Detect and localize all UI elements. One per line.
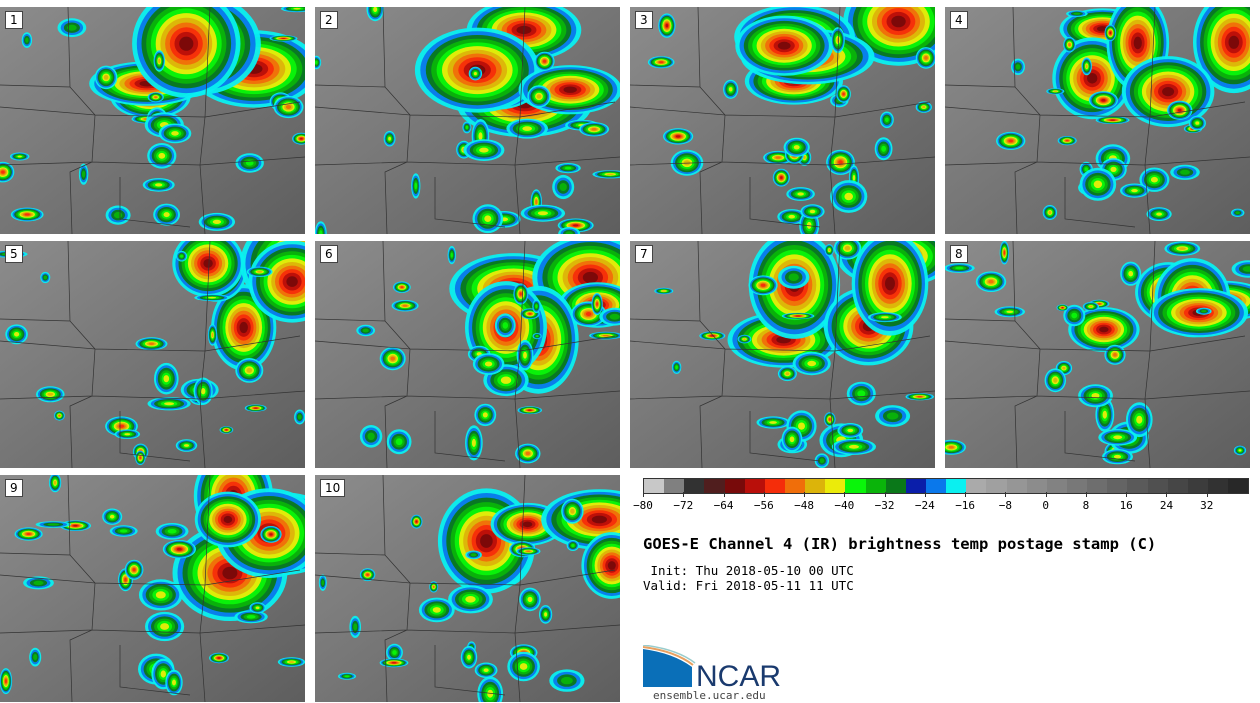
colorbar-segment	[905, 479, 926, 493]
colorbar-tick-label: 16	[1119, 499, 1133, 512]
colorbar-tick-label: −16	[955, 499, 976, 512]
colorbar-tick-label: 24	[1159, 499, 1174, 512]
colorbar-tick-label: −48	[794, 499, 814, 512]
colorbar-tick	[965, 492, 967, 497]
panel-number: 7	[635, 245, 653, 263]
colorbar-tick	[804, 492, 806, 497]
panel-number: 2	[320, 11, 338, 29]
panel-number: 8	[950, 245, 968, 263]
colorbar-tick-label: −72	[673, 499, 694, 512]
colorbar-tick	[924, 492, 926, 497]
ensemble-member-panel: 10	[315, 475, 620, 702]
colorbar-segment	[684, 479, 705, 493]
colorbar-segment	[1026, 479, 1047, 493]
colorbar-tick	[1166, 492, 1168, 497]
panel-number: 9	[5, 479, 23, 497]
colorbar-segment	[925, 479, 947, 493]
ensemble-member-panel: 7	[630, 241, 935, 468]
colorbar-segment	[966, 479, 987, 493]
valid-time: Valid: Fri 2018-05-11 11 UTC	[643, 578, 854, 593]
colorbar-segment	[1066, 479, 1088, 493]
colorbar-tick	[884, 492, 886, 497]
colorbar-segment	[1147, 479, 1168, 493]
colorbar-segment	[764, 479, 785, 493]
colorbar-segment	[885, 479, 906, 493]
colorbar-segment	[1207, 479, 1229, 493]
colorbar-tick-label: 32	[1200, 499, 1214, 512]
ensemble-member-panel: 6	[315, 241, 620, 468]
colorbar-tick	[763, 492, 765, 497]
colorbar-segment	[644, 479, 665, 493]
colorbar-tick-label: −56	[753, 499, 774, 512]
colorbar-tick	[723, 492, 725, 497]
colorbar-ticks: −80 −72 −64 −56 −48 −40 −32 −24 −16 −8 0 8 16 24 32	[633, 492, 1247, 516]
colorbar-segment	[1006, 479, 1027, 493]
panel-number: 10	[320, 479, 346, 497]
colorbar-tick	[1005, 492, 1007, 497]
colorbar-tick	[683, 492, 685, 497]
colorbar-segment	[1167, 479, 1188, 493]
panel-number: 5	[5, 245, 23, 263]
colorbar-tick-label: −40	[834, 499, 855, 512]
colorbar-tick-label: 0	[1042, 499, 1049, 512]
ncar-logo: NCAR	[642, 644, 803, 693]
ensemble-member-panel: 9	[0, 475, 305, 702]
ensemble-member-panel: 3	[630, 7, 935, 234]
ensemble-member-panel: 4	[945, 7, 1250, 234]
logo-text: NCAR	[696, 660, 781, 690]
colorbar-tick-label: −80	[633, 499, 653, 512]
colorbar-tick	[643, 492, 644, 497]
colorbar-segment	[1228, 479, 1249, 493]
colorbar-segment	[704, 479, 725, 493]
colorbar-segment	[1087, 479, 1108, 493]
panel-number: 1	[5, 11, 23, 29]
colorbar-tick	[1206, 492, 1208, 497]
colorbar-tick	[1045, 492, 1047, 497]
panel-number: 3	[635, 11, 653, 29]
colorbar-segment	[1187, 479, 1208, 493]
panel-number: 6	[320, 245, 338, 263]
colorbar-segment	[805, 479, 826, 493]
ensemble-member-panel: 2	[315, 7, 620, 234]
site-url: ensemble.ucar.edu	[653, 689, 766, 702]
colorbar-segment	[724, 479, 745, 493]
init-time: Init: Thu 2018-05-10 00 UTC	[643, 563, 854, 578]
colorbar-segment	[1107, 479, 1128, 493]
colorbar-tick-label: 8	[1082, 499, 1090, 512]
colorbar-segment	[986, 479, 1007, 493]
colorbar-segment	[946, 479, 967, 493]
colorbar-segment	[1046, 479, 1067, 493]
colorbar-tick-label: −8	[998, 499, 1013, 512]
colorbar-tick-label: −32	[874, 499, 895, 512]
ensemble-member-panel: 5	[0, 241, 305, 468]
colorbar-segment	[845, 479, 866, 493]
colorbar-tick-label: −64	[713, 499, 734, 512]
colorbar-tick-label: −24	[914, 499, 935, 512]
colorbar-segment	[1127, 479, 1148, 493]
ensemble-member-panel: 1	[0, 7, 305, 234]
colorbar-segment	[664, 479, 685, 493]
colorbar-segment	[865, 479, 886, 493]
ensemble-member-panel: 8	[945, 241, 1250, 468]
colorbar-tick	[1085, 492, 1087, 497]
colorbar-segment	[825, 479, 846, 493]
colorbar-tick	[1126, 492, 1128, 497]
colorbar-segment	[784, 479, 806, 493]
colorbar-segment	[744, 479, 765, 493]
colorbar	[643, 478, 1249, 494]
colorbar-tick	[844, 492, 846, 497]
panel-number: 4	[950, 11, 968, 29]
figure-title: GOES-E Channel 4 (IR) brightness temp po…	[643, 535, 1157, 553]
